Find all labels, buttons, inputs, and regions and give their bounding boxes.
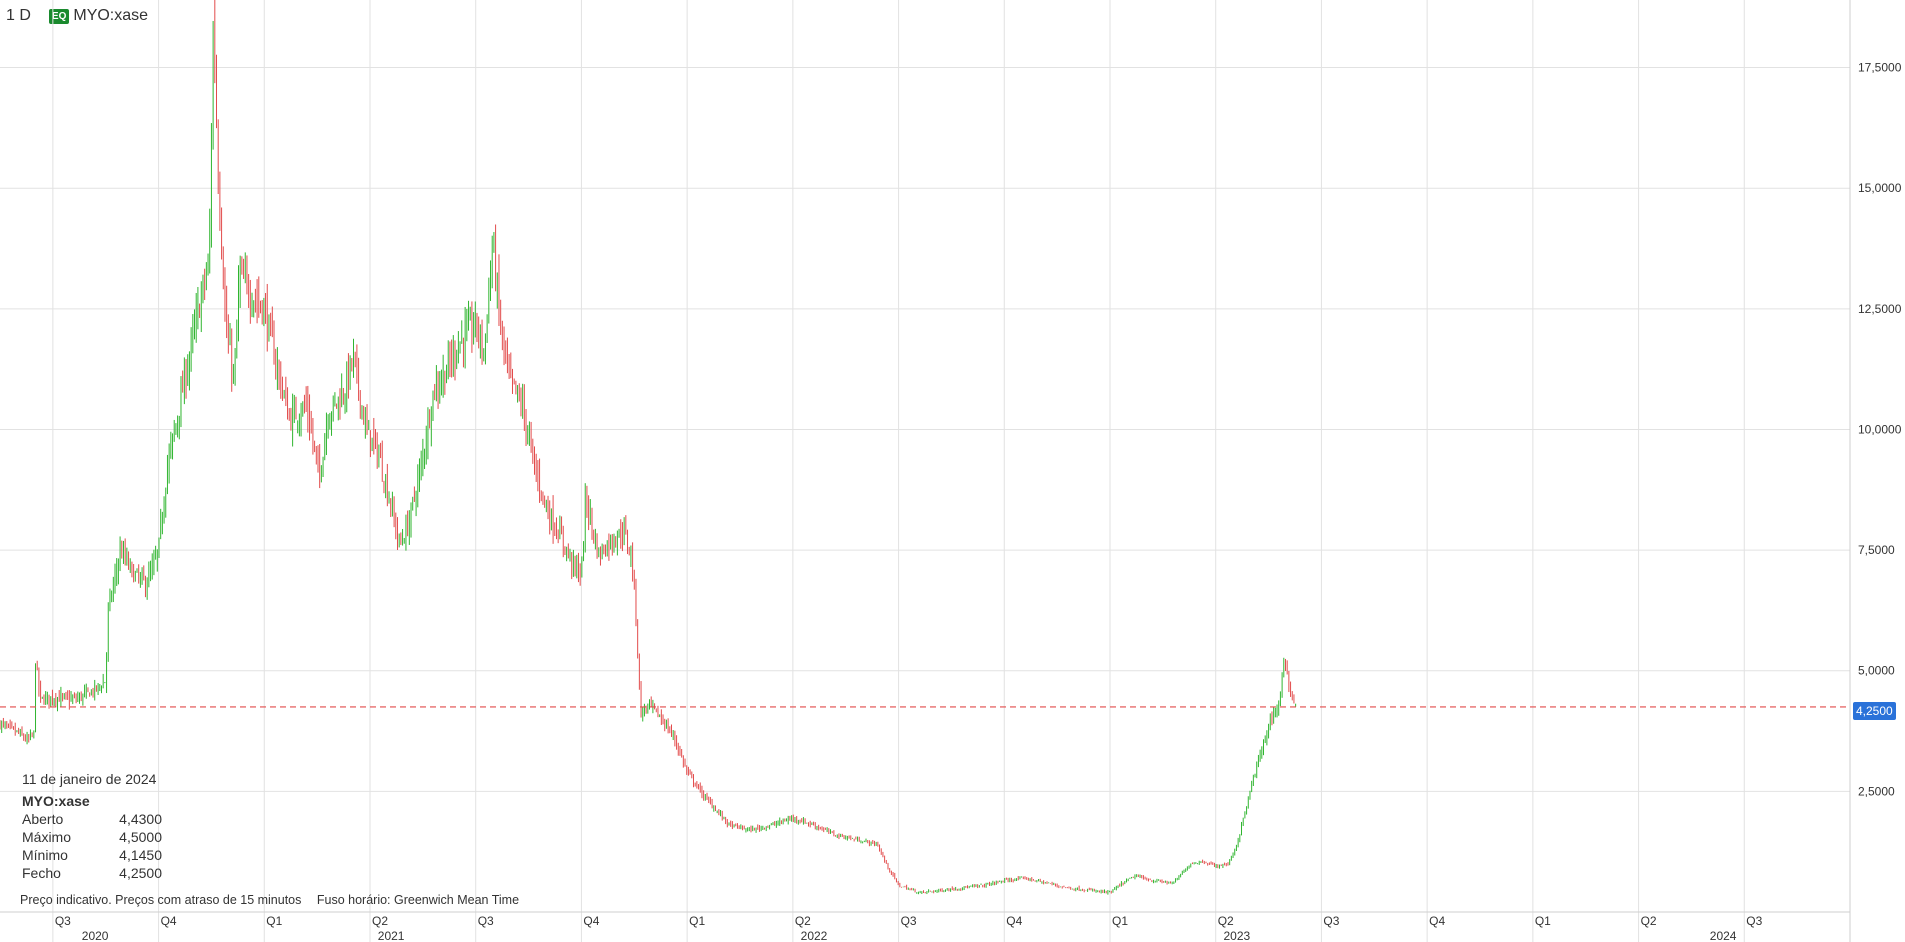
- x-quarter-label: Q2: [1641, 914, 1657, 928]
- y-tick-label: 12,5000: [1858, 302, 1902, 316]
- info-date: 11 de janeiro de 2024: [22, 771, 157, 787]
- ohlc-info-panel: 11 de janeiro de 2024 MYO:xase Aberto 4,…: [22, 770, 162, 882]
- x-quarter-label: Q4: [583, 914, 599, 928]
- info-label: Fecho: [22, 865, 61, 881]
- info-row-low: Mínimo 4,1450: [22, 846, 162, 864]
- timezone-note: Fuso horário: Greenwich Mean Time: [316, 893, 520, 907]
- x-quarter-label: Q4: [1006, 914, 1022, 928]
- info-value: 4,1450: [119, 847, 162, 863]
- x-quarter-label: Q2: [372, 914, 388, 928]
- x-quarter-label: Q1: [1112, 914, 1128, 928]
- info-value: 4,5000: [119, 829, 162, 845]
- x-year-label: 2024: [1710, 929, 1737, 942]
- info-label: Aberto: [22, 811, 64, 827]
- x-quarter-label: Q3: [55, 914, 71, 928]
- x-year-label: 2023: [1224, 929, 1251, 942]
- x-quarter-label: Q3: [1323, 914, 1339, 928]
- interval-selector[interactable]: 1 D: [6, 7, 31, 24]
- y-tick-label: 7,5000: [1858, 543, 1895, 557]
- x-quarter-label: Q1: [689, 914, 705, 928]
- info-label: Máximo: [22, 829, 72, 845]
- symbol-label-group: EQ MYO:xase: [48, 7, 149, 25]
- chart-header: 1 D EQ MYO:xase: [6, 6, 148, 26]
- y-tick-label: 15,0000: [1858, 181, 1902, 195]
- x-quarter-label: Q4: [1429, 914, 1445, 928]
- info-symbol: MYO:xase: [22, 793, 90, 809]
- info-row-high: Máximo 4,5000: [22, 828, 162, 846]
- info-row-open: Aberto 4,4300: [22, 810, 162, 828]
- info-value: 4,4300: [119, 811, 162, 827]
- x-quarter-label: Q3: [478, 914, 494, 928]
- x-year-label: 2021: [378, 929, 405, 942]
- x-year-label: 2022: [801, 929, 828, 942]
- x-quarter-label: Q4: [161, 914, 177, 928]
- equity-badge: EQ: [48, 8, 70, 24]
- y-tick-label: 17,5000: [1858, 61, 1902, 75]
- last-price-tag: 4,2500: [1853, 702, 1896, 720]
- symbol-label[interactable]: MYO:xase: [73, 7, 149, 24]
- x-quarter-label: Q2: [1218, 914, 1234, 928]
- info-row-close: Fecho 4,2500: [22, 864, 162, 882]
- info-label: Mínimo: [22, 847, 68, 863]
- x-quarter-label: Q1: [266, 914, 282, 928]
- info-value: 4,2500: [119, 865, 162, 881]
- y-tick-label: 5,0000: [1858, 664, 1895, 678]
- x-quarter-label: Q3: [901, 914, 917, 928]
- delay-note: Preço indicativo. Preços com atraso de 1…: [20, 893, 302, 907]
- y-tick-label: 2,5000: [1858, 784, 1895, 798]
- y-tick-label: 10,0000: [1858, 422, 1902, 436]
- x-quarter-label: Q3: [1746, 914, 1762, 928]
- footer-note: Preço indicativo. Preços com atraso de 1…: [20, 893, 531, 907]
- x-quarter-label: Q2: [795, 914, 811, 928]
- x-year-label: 2020: [82, 929, 109, 942]
- x-quarter-label: Q1: [1535, 914, 1551, 928]
